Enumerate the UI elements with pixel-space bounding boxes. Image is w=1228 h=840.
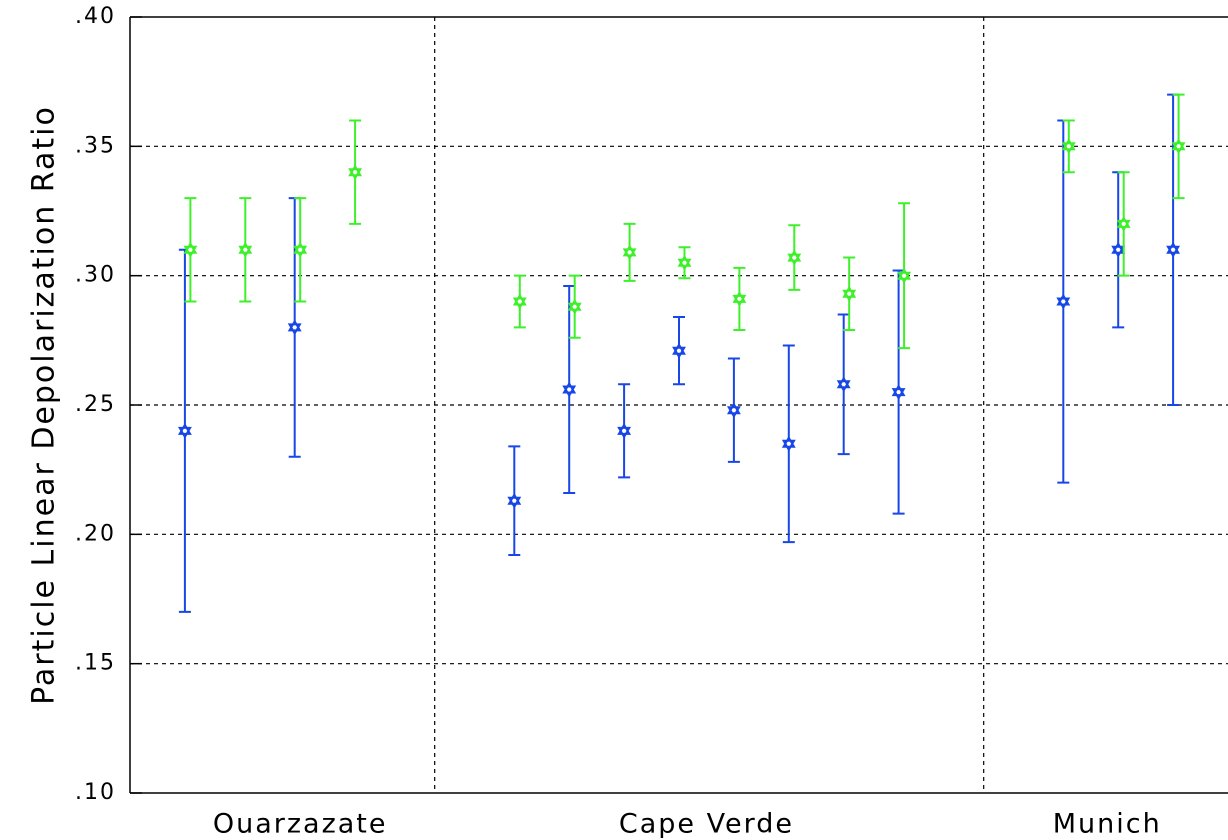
x-tick-label: Cape Verde bbox=[619, 809, 794, 840]
y-tick-label: .20 bbox=[75, 521, 116, 546]
y-tick-label: .25 bbox=[75, 392, 116, 417]
x-tick-label: Munich bbox=[1053, 809, 1162, 840]
marker bbox=[787, 249, 802, 266]
y-tick-label: .35 bbox=[75, 133, 116, 158]
marker bbox=[617, 422, 632, 439]
y-tick-label: .15 bbox=[75, 651, 116, 676]
marker bbox=[348, 164, 363, 181]
marker bbox=[1171, 138, 1186, 155]
marker bbox=[1116, 215, 1131, 232]
marker bbox=[1061, 138, 1076, 155]
marker bbox=[507, 492, 522, 509]
x-tick-label: Ouarzazate bbox=[213, 809, 388, 840]
marker bbox=[1111, 241, 1126, 258]
marker bbox=[183, 241, 198, 258]
marker bbox=[1166, 241, 1181, 258]
marker bbox=[672, 342, 686, 359]
marker bbox=[897, 267, 912, 284]
marker bbox=[1056, 293, 1071, 310]
marker bbox=[238, 241, 253, 258]
marker bbox=[836, 376, 851, 393]
marker bbox=[622, 244, 637, 261]
marker bbox=[677, 254, 692, 271]
marker bbox=[512, 293, 527, 310]
y-axis-label: Particle Linear Depolarization Ratio bbox=[27, 105, 62, 705]
marker bbox=[562, 381, 577, 398]
marker bbox=[842, 285, 857, 302]
marker bbox=[293, 241, 308, 258]
y-tick-label: .30 bbox=[75, 263, 116, 288]
y-tick-label: .10 bbox=[75, 780, 116, 805]
marker bbox=[177, 422, 192, 439]
y-tick-label: .40 bbox=[75, 4, 116, 29]
marker bbox=[567, 298, 582, 315]
marker bbox=[726, 402, 741, 419]
marker bbox=[732, 290, 747, 307]
marker bbox=[781, 435, 796, 452]
marker bbox=[287, 319, 302, 336]
marker bbox=[891, 384, 906, 401]
